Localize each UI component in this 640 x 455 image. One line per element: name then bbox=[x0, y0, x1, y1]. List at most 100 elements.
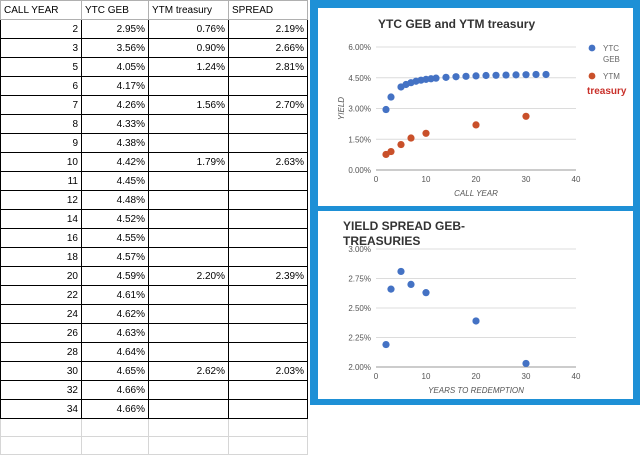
header-spread[interactable]: SPREAD bbox=[228, 0, 308, 20]
header-ytm-treasury[interactable]: YTM treasury bbox=[148, 0, 229, 20]
spread-cell[interactable]: 2.63% bbox=[228, 152, 308, 172]
empty-cell[interactable] bbox=[228, 418, 308, 437]
ytm-treasury-cell[interactable] bbox=[148, 342, 229, 362]
call-year-cell[interactable]: 3 bbox=[0, 38, 82, 58]
ytm-treasury-cell[interactable] bbox=[148, 304, 229, 324]
ytc-geb-cell[interactable]: 4.05% bbox=[81, 57, 149, 77]
empty-cell[interactable] bbox=[81, 418, 149, 437]
ytc-geb-cell[interactable]: 4.52% bbox=[81, 209, 149, 229]
spread-cell[interactable]: 2.81% bbox=[228, 57, 308, 77]
ytc-geb-cell[interactable]: 4.62% bbox=[81, 304, 149, 324]
ytm-treasury-cell[interactable] bbox=[148, 76, 229, 96]
empty-cell[interactable] bbox=[81, 436, 149, 455]
call-year-cell[interactable]: 22 bbox=[0, 285, 82, 305]
spread-cell[interactable] bbox=[228, 228, 308, 248]
call-year-cell[interactable]: 2 bbox=[0, 19, 82, 39]
ytm-treasury-cell[interactable] bbox=[148, 133, 229, 153]
ytm-treasury-cell[interactable] bbox=[148, 285, 229, 305]
spread-cell[interactable] bbox=[228, 114, 308, 134]
spread-cell[interactable]: 2.39% bbox=[228, 266, 308, 286]
call-year-cell[interactable]: 9 bbox=[0, 133, 82, 153]
spread-cell[interactable] bbox=[228, 209, 308, 229]
call-year-cell[interactable]: 8 bbox=[0, 114, 82, 134]
call-year-cell[interactable]: 34 bbox=[0, 399, 82, 419]
call-year-cell[interactable]: 30 bbox=[0, 361, 82, 381]
ytc-geb-cell[interactable]: 4.63% bbox=[81, 323, 149, 343]
call-year-cell[interactable]: 16 bbox=[0, 228, 82, 248]
ytc-geb-cell[interactable]: 4.57% bbox=[81, 247, 149, 267]
spread-cell[interactable] bbox=[228, 285, 308, 305]
ytm-treasury-cell[interactable] bbox=[148, 380, 229, 400]
ytm-treasury-cell[interactable]: 0.76% bbox=[148, 19, 229, 39]
ytm-treasury-cell[interactable] bbox=[148, 399, 229, 419]
call-year-cell[interactable]: 10 bbox=[0, 152, 82, 172]
spread-cell[interactable] bbox=[228, 380, 308, 400]
ytc-geb-cell[interactable]: 4.64% bbox=[81, 342, 149, 362]
empty-cell[interactable] bbox=[0, 418, 82, 437]
empty-cell[interactable] bbox=[148, 418, 229, 437]
spread-cell[interactable] bbox=[228, 304, 308, 324]
spread-cell[interactable]: 2.03% bbox=[228, 361, 308, 381]
ytm-treasury-cell[interactable]: 0.90% bbox=[148, 38, 229, 58]
spread-chart[interactable]: YIELD SPREAD GEB-TREASURIES 2.00% 2.25% 2.… bbox=[318, 211, 633, 399]
spread-cell[interactable] bbox=[228, 133, 308, 153]
ytm-treasury-cell[interactable] bbox=[148, 228, 229, 248]
ytc-geb-cell[interactable]: 4.66% bbox=[81, 380, 149, 400]
spread-cell[interactable]: 2.19% bbox=[228, 19, 308, 39]
header-ytc-geb[interactable]: YTC GEB bbox=[81, 0, 149, 20]
ytm-treasury-cell[interactable]: 1.24% bbox=[148, 57, 229, 77]
spread-cell[interactable] bbox=[228, 323, 308, 343]
call-year-cell[interactable]: 5 bbox=[0, 57, 82, 77]
ytc-geb-cell[interactable]: 4.55% bbox=[81, 228, 149, 248]
spread-cell[interactable] bbox=[228, 76, 308, 96]
call-year-cell[interactable]: 14 bbox=[0, 209, 82, 229]
ytm-treasury-cell[interactable] bbox=[148, 209, 229, 229]
spread-cell[interactable] bbox=[228, 171, 308, 191]
call-year-cell[interactable]: 11 bbox=[0, 171, 82, 191]
ytm-treasury-cell[interactable] bbox=[148, 247, 229, 267]
call-year-cell[interactable]: 24 bbox=[0, 304, 82, 324]
call-year-cell[interactable]: 20 bbox=[0, 266, 82, 286]
spread-cell[interactable] bbox=[228, 190, 308, 210]
ytm-treasury-cell[interactable] bbox=[148, 323, 229, 343]
ytc-ytm-chart[interactable]: YTC GEB and YTM treasury 0.00% 1.50% 3.00%… bbox=[318, 8, 633, 206]
call-year-cell[interactable]: 18 bbox=[0, 247, 82, 267]
ytm-treasury-cell[interactable] bbox=[148, 190, 229, 210]
ytc-geb-cell[interactable]: 3.56% bbox=[81, 38, 149, 58]
spread-cell[interactable] bbox=[228, 247, 308, 267]
ytc-geb-cell[interactable]: 4.26% bbox=[81, 95, 149, 115]
call-year-cell[interactable]: 28 bbox=[0, 342, 82, 362]
ytc-geb-cell[interactable]: 4.42% bbox=[81, 152, 149, 172]
spread-cell[interactable] bbox=[228, 399, 308, 419]
ytc-geb-cell[interactable]: 4.59% bbox=[81, 266, 149, 286]
empty-cell[interactable] bbox=[228, 436, 308, 455]
ytm-treasury-cell[interactable] bbox=[148, 114, 229, 134]
ytc-geb-cell[interactable]: 4.65% bbox=[81, 361, 149, 381]
ytc-geb-cell[interactable]: 4.61% bbox=[81, 285, 149, 305]
call-year-cell[interactable]: 7 bbox=[0, 95, 82, 115]
ytc-geb-cell[interactable]: 4.38% bbox=[81, 133, 149, 153]
ytm-treasury-cell[interactable]: 1.79% bbox=[148, 152, 229, 172]
call-year-cell[interactable]: 26 bbox=[0, 323, 82, 343]
call-year-cell[interactable]: 6 bbox=[0, 76, 82, 96]
call-year-cell[interactable]: 32 bbox=[0, 380, 82, 400]
ytc-geb-cell[interactable]: 4.66% bbox=[81, 399, 149, 419]
ytc-geb-cell[interactable]: 4.45% bbox=[81, 171, 149, 191]
ytm-treasury-cell[interactable] bbox=[148, 171, 229, 191]
empty-cell[interactable] bbox=[148, 436, 229, 455]
charts-panel: YTC GEB and YTM treasury 0.00% 1.50% 3.00%… bbox=[310, 0, 640, 405]
ytm-treasury-cell[interactable]: 2.62% bbox=[148, 361, 229, 381]
empty-cell[interactable] bbox=[0, 436, 82, 455]
spread-cell[interactable]: 2.70% bbox=[228, 95, 308, 115]
ytc-geb-cell[interactable]: 2.95% bbox=[81, 19, 149, 39]
call-year-cell[interactable]: 12 bbox=[0, 190, 82, 210]
spread-cell[interactable]: 2.66% bbox=[228, 38, 308, 58]
spread-cell[interactable] bbox=[228, 342, 308, 362]
ytc-geb-cell[interactable]: 4.48% bbox=[81, 190, 149, 210]
ytm-treasury-cell[interactable]: 1.56% bbox=[148, 95, 229, 115]
ytm-treasury-cell[interactable]: 2.20% bbox=[148, 266, 229, 286]
ytc-geb-cell[interactable]: 4.33% bbox=[81, 114, 149, 134]
ytc-geb-cell[interactable]: 4.17% bbox=[81, 76, 149, 96]
header-call-year[interactable]: CALL YEAR bbox=[0, 0, 82, 20]
